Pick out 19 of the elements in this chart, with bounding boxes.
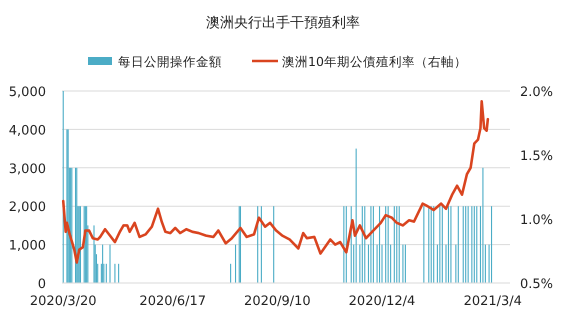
x-tick-label: 2020/6/17	[139, 294, 206, 309]
x-tick-label: 2020/9/10	[244, 294, 311, 309]
line-series	[62, 100, 490, 264]
chart-title: 澳洲央行出手干預殖利率	[206, 15, 360, 31]
y-tick-label: 1,000	[8, 238, 46, 254]
y2-tick-label: 1.0%	[520, 213, 554, 228]
x-tick-label: 2020/3/20	[30, 294, 97, 309]
y-tick-label: 5,000	[8, 85, 46, 100]
legend-label: 每日公開操作金額	[118, 54, 222, 69]
y-tick-label: 0	[38, 277, 46, 292]
legend-label: 澳洲10年期公債殖利率（右軸）	[282, 54, 467, 69]
x-tick-label: 2021/3/4	[464, 294, 522, 309]
y2-tick-label: 1.5%	[520, 149, 554, 164]
y-tick-label: 3,000	[8, 162, 46, 177]
y2-tick-label: 2.0%	[520, 85, 554, 100]
y-tick-label: 4,000	[8, 123, 46, 138]
x-tick-label: 2020/12/4	[348, 294, 416, 309]
y2-tick-label: 0.5%	[520, 277, 554, 292]
y-tick-label: 2,000	[8, 200, 46, 216]
